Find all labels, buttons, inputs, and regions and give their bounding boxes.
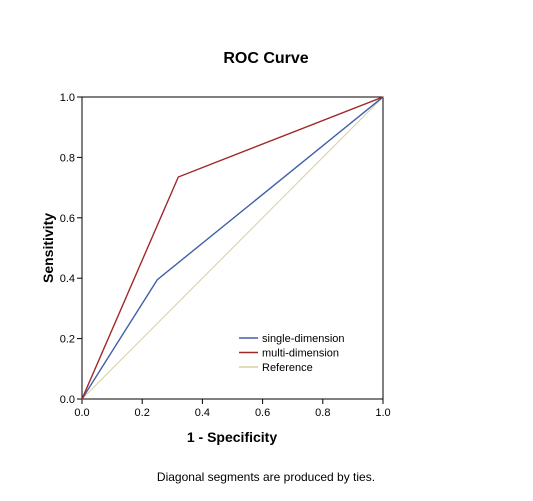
x-tick-label: 0.8 [315, 407, 330, 419]
series-line-single-dimension [81, 96, 384, 400]
y-tick-label: 0.4 [60, 273, 75, 285]
legend-label-multi-dimension: multi-dimension [262, 348, 339, 360]
chart-title: ROC Curve [223, 50, 308, 67]
series-lines [81, 96, 384, 400]
series-line-reference [81, 96, 384, 400]
y-tick-label: 0.6 [60, 213, 75, 225]
y-tick-label: 0.2 [60, 334, 75, 346]
x-axis-title: 1 - Specificity [187, 429, 277, 445]
x-tick-label: 1.0 [375, 407, 390, 419]
y-tick-label: 1.0 [60, 92, 75, 104]
y-tick-label: 0.0 [60, 394, 75, 406]
series-line-multi-dimension [81, 96, 384, 400]
x-tick-label: 0.2 [135, 407, 150, 419]
legend: single-dimension multi-dimension Reference [239, 333, 345, 374]
y-tick-label: 0.8 [60, 152, 75, 164]
x-tick-label: 0.4 [195, 407, 210, 419]
y-axis-title: Sensitivity [40, 213, 56, 283]
legend-label-single-dimension: single-dimension [262, 333, 345, 345]
legend-label-reference: Reference [262, 362, 313, 374]
footnote: Diagonal segments are produced by ties. [157, 470, 375, 484]
x-tick-label: 0.0 [74, 407, 89, 419]
axis-ticks: 0.0 0.2 0.4 0.6 0.8 1.0 0.0 0.2 0.4 0.6 0.8 1.0 [60, 92, 391, 419]
plot-frame [81, 96, 384, 400]
x-tick-label: 0.6 [255, 407, 270, 419]
